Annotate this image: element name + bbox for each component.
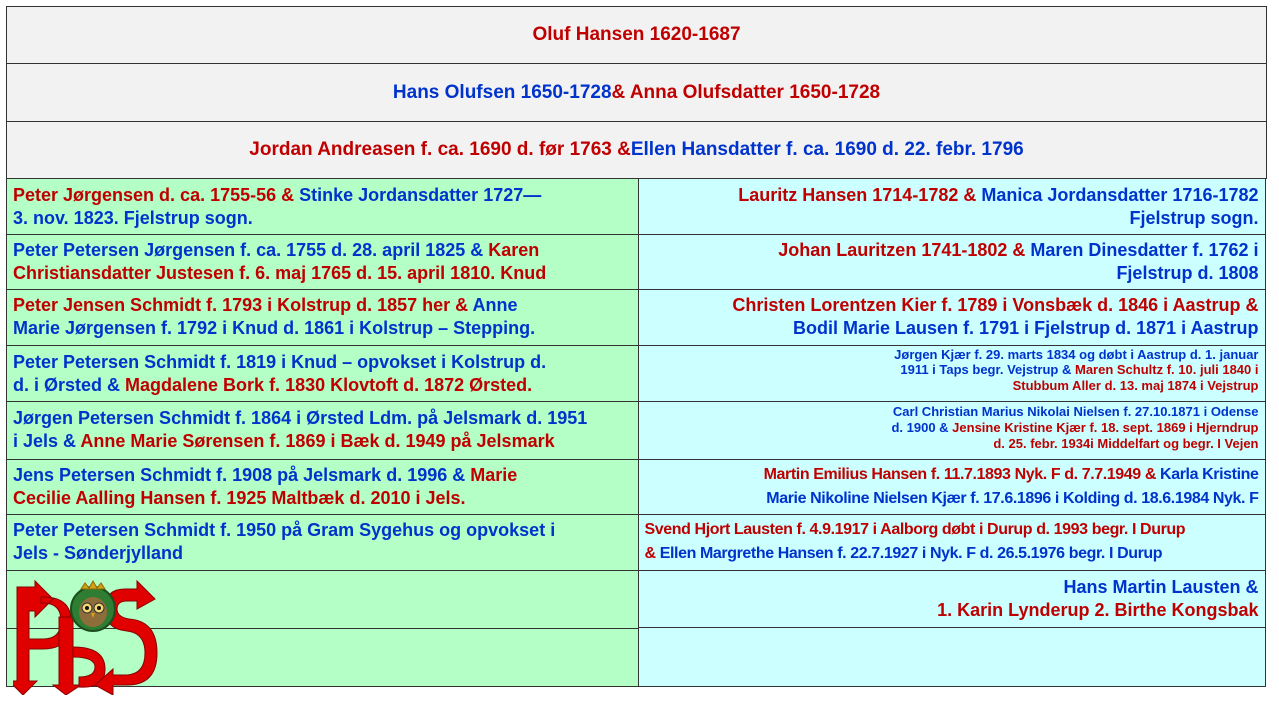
husband-text: Jørgen Kjær f. 29. marts 1834 og døbt i … <box>894 346 1259 362</box>
table-row: Jens Petersen Schmidt f. 1908 på Jelsmar… <box>6 458 1267 516</box>
wife-text: Ellen Margrethe Hansen f. 22.7.1927 i Ny… <box>659 545 1163 562</box>
right-cell: Jørgen Kjær f. 29. marts 1834 og døbt i … <box>637 344 1266 403</box>
husband-text: Jens Petersen Schmidt f. 1908 på Jelsmar… <box>13 464 471 485</box>
wife-text: 1. Karin Lynderup 2. Birthe Kongsbak <box>937 599 1259 620</box>
wife-text: Maren Dinesdatter f. 1762 i <box>1030 239 1259 260</box>
ancestor-name: Oluf Hansen 1620-1687 <box>532 24 741 45</box>
husband-text: Peter Petersen Schmidt f. 1819 i Knud – … <box>13 351 547 372</box>
husband-text: Lauritz Hansen 1714-1782 & <box>738 185 982 205</box>
table-row <box>6 627 1267 687</box>
wife-text-cont: Marie Nikoline Nielsen Kjær f. 17.6.1896… <box>766 489 1259 507</box>
wife-text-cont: Marie Jørgensen f. 1792 i Knud d. 1861 i… <box>13 318 536 338</box>
wife-text: Manica Jordansdatter 1716-1782 <box>981 185 1259 205</box>
table-row: Peter Jørgensen d. ca. 1755-56 & Stinke … <box>6 178 1267 235</box>
wife-text-cont: Stubbum Aller d. 13. maj 1874 i Vejstrup <box>1012 377 1259 393</box>
husband-text: Christen Lorentzen Kier f. 1789 i Vonsbæ… <box>732 295 1259 315</box>
husband-text-cont: d. 1900 & <box>891 420 953 435</box>
left-cell: Jørgen Petersen Schmidt f. 1864 i Ørsted… <box>6 401 639 460</box>
husband-text: Peter Petersen Jørgensen f. ca. 1755 d. … <box>13 239 489 260</box>
husband-text: Svend Hjort Lausten f. 4.9.1917 i Aalbor… <box>644 521 1186 538</box>
wife-text: Bodil Marie Lausen f. 1791 i Fjelstrup d… <box>793 318 1259 338</box>
wife-text: Maren Schultz f. 10. juli 1840 i <box>1074 362 1259 377</box>
ancestor-row-2: Hans Olufsen 1650-1728 & Anna Olufsdatte… <box>6 63 1267 122</box>
husband-text-cont: d. i Ørsted & <box>13 374 126 395</box>
person-text: Peter Petersen Schmidt f. 1950 på Gram S… <box>13 520 556 540</box>
wife-text-cont: d. 25. febr. 1934i Middelfart og begr. I… <box>993 436 1259 451</box>
wife-text: Karen <box>488 239 540 260</box>
left-cell: Peter Petersen Jørgensen f. ca. 1755 d. … <box>6 233 639 291</box>
wife-text-cont: Fjelstrup sogn. <box>1129 208 1259 228</box>
lineage-table: Peter Jørgensen d. ca. 1755-56 & Stinke … <box>6 178 1267 695</box>
right-cell: Svend Hjort Lausten f. 4.9.1917 i Aalbor… <box>637 514 1266 571</box>
wife-text: Anne Marie Sørensen f. 1869 i Bæk d. 194… <box>80 431 555 451</box>
wife-text: Marie <box>470 464 518 485</box>
table-row: Hans Martin Lausten & 1. Karin Lynderup … <box>6 569 1267 695</box>
ancestor-row-1: Oluf Hansen 1620-1687 <box>6 6 1267 64</box>
husband-text: Peter Jensen Schmidt f. 1793 i Kolstrup … <box>13 295 473 315</box>
wife-text: Jensine Kristine Kjær f. 18. sept. 1869 … <box>952 420 1259 435</box>
wife-text-cont: Christiansdatter Justesen f. 6. maj 1765… <box>13 262 547 283</box>
left-cell: Peter Jørgensen d. ca. 1755-56 & Stinke … <box>6 178 639 235</box>
wife-text: Karla Kristine <box>1160 465 1259 483</box>
right-cell: Christen Lorentzen Kier f. 1789 i Vonsbæ… <box>637 289 1266 346</box>
left-cell: Peter Jensen Schmidt f. 1793 i Kolstrup … <box>6 289 639 346</box>
husband-text: Jørgen Petersen Schmidt f. 1864 i Ørsted… <box>13 408 588 428</box>
left-cell: Jens Petersen Schmidt f. 1908 på Jelsmar… <box>6 458 639 516</box>
table-row: Peter Petersen Schmidt f. 1819 i Knud – … <box>6 344 1267 403</box>
table-row: Peter Petersen Schmidt f. 1950 på Gram S… <box>6 514 1267 571</box>
wife-text-cont: Cecilie Aalling Hansen f. 1925 Maltbæk d… <box>13 487 466 508</box>
ancestor-wife: & Anna Olufsdatter 1650-1728 <box>611 81 881 103</box>
husband-text: Peter Jørgensen d. ca. 1755-56 & <box>13 185 300 205</box>
person-text-cont: Jels - Sønderjylland <box>13 543 184 563</box>
right-cell: Hans Martin Lausten & 1. Karin Lynderup … <box>637 569 1266 629</box>
right-cell: Martin Emilius Hansen f. 11.7.1893 Nyk. … <box>637 458 1266 516</box>
right-cell: Lauritz Hansen 1714-1782 & Manica Jordan… <box>637 178 1266 235</box>
husband-text: Hans Martin Lausten & <box>1063 576 1259 597</box>
ancestor-wife: Ellen Hansdatter f. ca. 1690 d. 22. febr… <box>630 139 1024 160</box>
husband-text-cont: i Jels & <box>13 431 81 451</box>
ancestor-husband: Jordan Andreasen f. ca. 1690 d. før 1763… <box>249 139 631 160</box>
ancestor-husband: Hans Olufsen 1650-1728 <box>392 81 612 103</box>
ampersand: & <box>644 545 660 562</box>
ancestor-row-3: Jordan Andreasen f. ca. 1690 d. før 1763… <box>6 121 1267 179</box>
table-row: Jørgen Petersen Schmidt f. 1864 i Ørsted… <box>6 401 1267 460</box>
table-row: Peter Petersen Jørgensen f. ca. 1755 d. … <box>6 233 1267 291</box>
husband-text-cont: 1911 i Taps begr. Vejstrup & <box>900 362 1075 377</box>
left-cell: Peter Petersen Schmidt f. 1950 på Gram S… <box>6 514 639 571</box>
logo-cell <box>6 569 639 695</box>
wife-text: Anne <box>472 295 518 315</box>
wife-text-cont: Fjelstrup d. 1808 <box>1116 262 1259 283</box>
table-row: Peter Jensen Schmidt f. 1793 i Kolstrup … <box>6 289 1267 346</box>
right-cell-empty <box>637 627 1266 687</box>
pps-owl-logo <box>13 579 158 695</box>
right-cell: Johan Lauritzen 1741-1802 & Maren Dinesd… <box>637 233 1266 291</box>
wife-text: Stinke Jordansdatter 1727— <box>299 185 542 205</box>
husband-text: Johan Lauritzen 1741-1802 & <box>778 239 1031 260</box>
left-cell: Peter Petersen Schmidt f. 1819 i Knud – … <box>6 344 639 403</box>
wife-text-cont: 3. nov. 1823. Fjelstrup sogn. <box>13 208 253 228</box>
right-cell: Carl Christian Marius Nikolai Nielsen f.… <box>637 401 1266 460</box>
husband-text: Carl Christian Marius Nikolai Nielsen f.… <box>892 404 1259 419</box>
wife-text: Magdalene Bork f. 1830 Klovtoft d. 1872 … <box>125 374 533 395</box>
husband-text: Martin Emilius Hansen f. 11.7.1893 Nyk. … <box>763 465 1161 483</box>
